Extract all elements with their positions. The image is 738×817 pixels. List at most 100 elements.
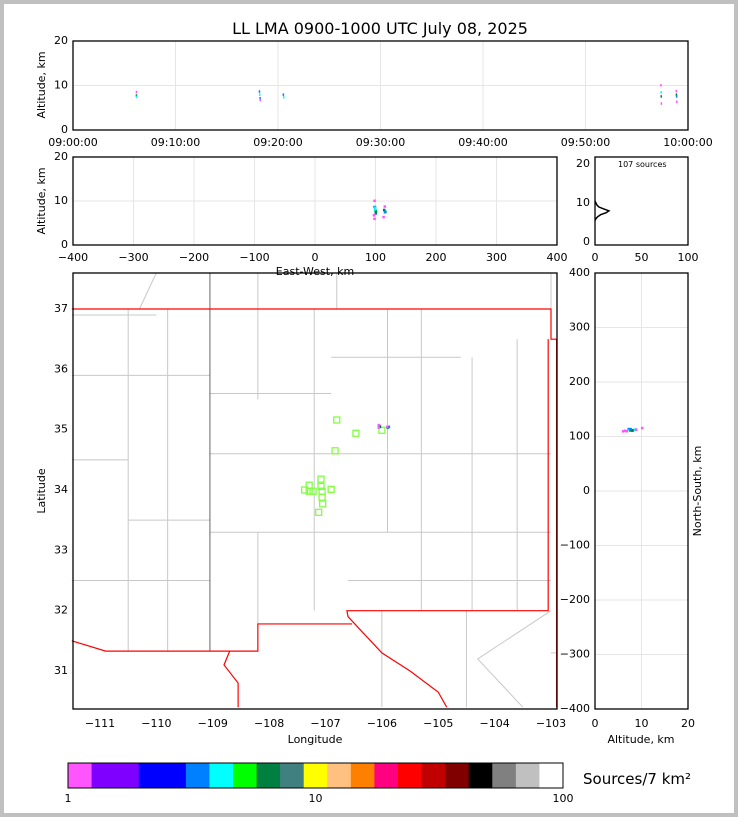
source-point: [377, 426, 380, 429]
y-tick-label: 0: [583, 235, 590, 248]
x-tick-label: −100: [239, 251, 269, 264]
colorbar-segment: [233, 763, 257, 788]
y-tick-label: −400: [560, 702, 590, 715]
x-tick-label: 09:30:00: [356, 136, 405, 149]
station-marker: [300, 486, 309, 494]
colorbar-segment: [468, 763, 493, 788]
source-point: [373, 208, 377, 212]
ew-height-frame: [72, 156, 558, 246]
source-point: [633, 428, 637, 431]
x-tick-label: −300: [118, 251, 148, 264]
x-tick-label: 0: [592, 251, 599, 264]
x-tick-label: 09:20:00: [253, 136, 302, 149]
source-point: [282, 96, 285, 99]
time-height-frame: [72, 40, 689, 131]
y-tick-label: 0: [583, 484, 590, 497]
map-borders: [71, 272, 558, 708]
y-tick-label: 10: [54, 194, 68, 207]
station-marker: [317, 475, 325, 483]
x-tick-label: 300: [486, 251, 507, 264]
colorbar-segment: [398, 763, 422, 788]
colorbar-segment: [138, 763, 187, 788]
y-tick-label: 0: [61, 123, 68, 136]
source-point: [135, 94, 138, 97]
x-tick-label: 100: [365, 251, 386, 264]
colorbar-tick-label: 1: [65, 792, 72, 805]
source-point: [660, 84, 662, 87]
y-tick-label: 400: [569, 266, 590, 279]
altitude-histogram-line: [594, 200, 611, 221]
station-marker: [315, 508, 323, 516]
source-point: [387, 425, 391, 429]
x-tick-label: −111: [85, 717, 115, 730]
state-border: [71, 623, 352, 652]
x-tick-label: −200: [179, 251, 209, 264]
x-tick-label: −108: [254, 717, 284, 730]
colorbar-segment: [209, 763, 234, 788]
colorbar-segment: [185, 763, 210, 788]
source-point: [676, 100, 678, 104]
th-ylabel: Altitude, km: [35, 51, 48, 118]
state-border: [71, 308, 557, 340]
colorbar-segment: [350, 763, 375, 788]
ew-xlabel: East-West, km: [276, 265, 354, 278]
x-tick-label: 20: [681, 717, 695, 730]
source-point: [384, 210, 387, 214]
source-point: [382, 208, 386, 212]
source-point: [259, 96, 261, 100]
x-tick-label: −104: [480, 717, 510, 730]
y-tick-label: 20: [576, 157, 590, 170]
station-marker: [305, 487, 313, 495]
source-point: [623, 429, 627, 433]
colorbar-frame: [67, 762, 564, 789]
x-tick-label: 09:10:00: [151, 136, 200, 149]
colorbar-label: Sources/7 km²: [583, 770, 691, 788]
y-tick-label: 200: [569, 375, 590, 388]
ns-xlabel: Altitude, km: [607, 733, 674, 746]
source-point: [372, 214, 376, 217]
source-point: [640, 426, 644, 430]
source-point: [136, 95, 138, 99]
source-count: 107 sources: [618, 160, 667, 169]
y-tick-label: −300: [560, 648, 590, 661]
source-point: [374, 210, 377, 214]
map-ylabel: Latitude: [35, 468, 48, 514]
station-marker: [352, 429, 360, 437]
y-tick-label: 20: [54, 34, 68, 47]
station-marker: [378, 426, 386, 434]
state-border: [346, 339, 549, 708]
x-tick-label: 09:00:00: [48, 136, 97, 149]
colorbar-tick-label: 10: [309, 792, 323, 805]
x-tick-label: −109: [198, 717, 228, 730]
figure: [4, 4, 734, 813]
chart-title: LL LMA 0900-1000 UTC July 08, 2025: [232, 19, 528, 38]
source-point: [621, 430, 625, 433]
state-border: [223, 650, 239, 708]
source-point: [135, 90, 138, 94]
station-marker: [318, 493, 326, 501]
colorbar-segment: [91, 763, 140, 788]
source-point: [282, 93, 285, 96]
x-tick-label: 0: [592, 717, 599, 730]
source-point: [631, 428, 634, 432]
source-point: [634, 428, 638, 431]
source-point: [382, 215, 385, 219]
x-tick-label: −106: [367, 717, 397, 730]
source-point: [675, 95, 678, 98]
y-tick-label: 31: [54, 664, 68, 677]
station-marker: [333, 416, 341, 424]
source-point: [259, 98, 262, 102]
colorbar-segment: [327, 763, 352, 788]
county-border: [139, 272, 157, 310]
x-tick-label: 10: [635, 717, 649, 730]
colorbar-segment: [445, 763, 470, 788]
colorbar-segment: [374, 763, 399, 788]
y-tick-label: 35: [54, 423, 68, 436]
y-tick-label: −200: [560, 593, 590, 606]
colorbar-segment: [492, 763, 517, 788]
colorbar-segment: [256, 763, 281, 788]
x-tick-label: −103: [536, 717, 566, 730]
county-border: [476, 610, 552, 708]
x-tick-label: 200: [426, 251, 447, 264]
